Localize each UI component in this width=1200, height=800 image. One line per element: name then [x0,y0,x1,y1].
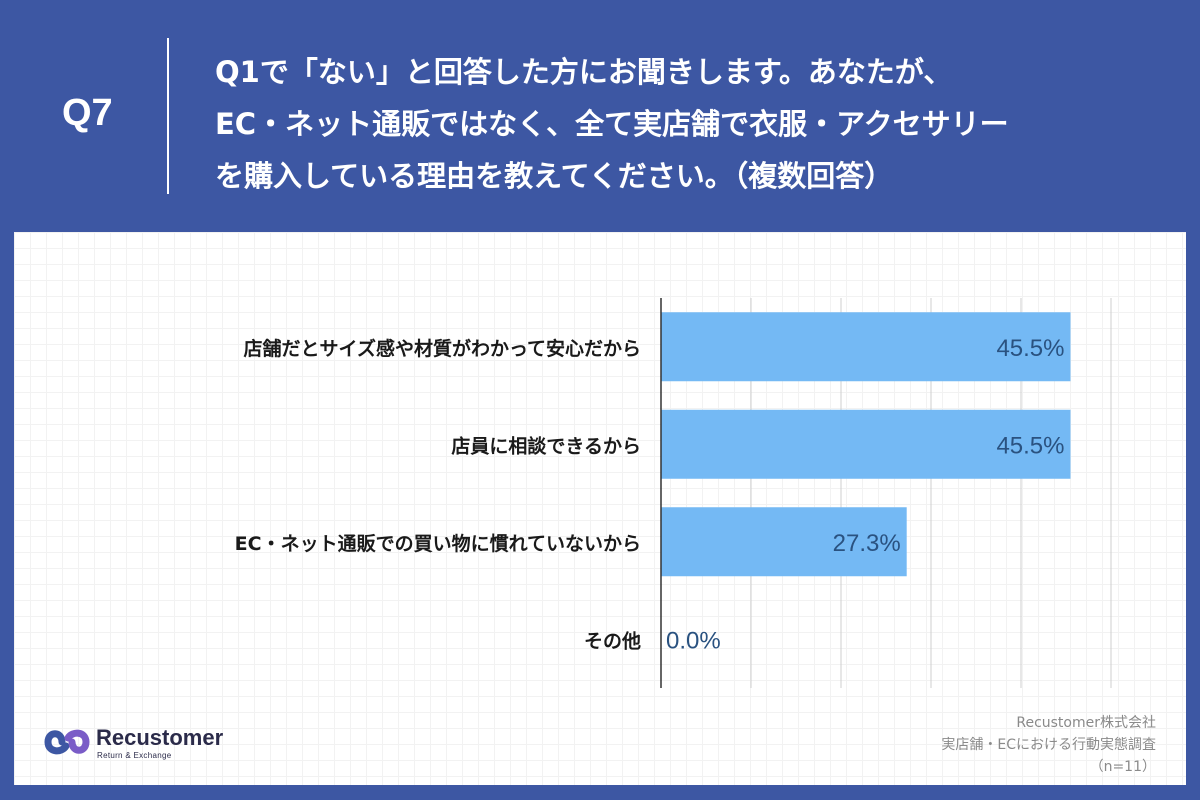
category-label: 店員に相談できるから [451,434,641,457]
bar [661,312,1071,382]
bar-chart: 店舗だとサイズ感や材質がわかって安心だから 45.5% 店員に相談できるから 45.5… [235,298,1112,688]
value-label: 45.5% [996,432,1064,459]
logo-tagline: Return & Exchange [97,751,172,760]
question-number: Q7 [62,92,113,134]
footer-sample: （n=11） [1089,759,1156,775]
bar [661,507,907,577]
logo-name: Recustomer [96,725,224,750]
chart-panel: 店舗だとサイズ感や材質がわかって安心だから 45.5% 店員に相談できるから 45.5… [14,232,1186,785]
footer-company: Recustomer株式会社 [1016,715,1156,731]
header-divider [167,38,169,194]
category-label: 店舗だとサイズ感や材質がわかって安心だから [244,337,641,360]
footer-survey: 実店舗・ECにおける行動実態調査 [941,737,1156,753]
category-label: EC・ネット通販での買い物に慣れていないから [235,532,641,555]
question-line-1: Q1で「ない」と回答した方にお聞きします。あなたが、 [215,55,953,89]
question-header: Q7 Q1で「ない」と回答した方にお聞きします。あなたが、 EC・ネット通販では… [0,0,1200,232]
bar [661,409,1071,479]
value-label: 0.0% [666,627,721,654]
question-line-2: EC・ネット通販ではなく、全て実店舗で衣服・アクセサリー [215,107,1009,141]
category-label: その他 [584,629,641,652]
recustomer-logo-icon [44,729,90,755]
question-text: Q1で「ない」と回答した方にお聞きします。あなたが、 EC・ネット通販ではなく、… [215,46,1175,202]
value-label: 27.3% [833,530,901,557]
question-line-3: を購入している理由を教えてください。（複数回答） [215,159,894,193]
survey-footnote: Recustomer株式会社 実店舗・ECにおける行動実態調査 （n=11） [941,712,1156,778]
value-label: 45.5% [996,335,1064,362]
